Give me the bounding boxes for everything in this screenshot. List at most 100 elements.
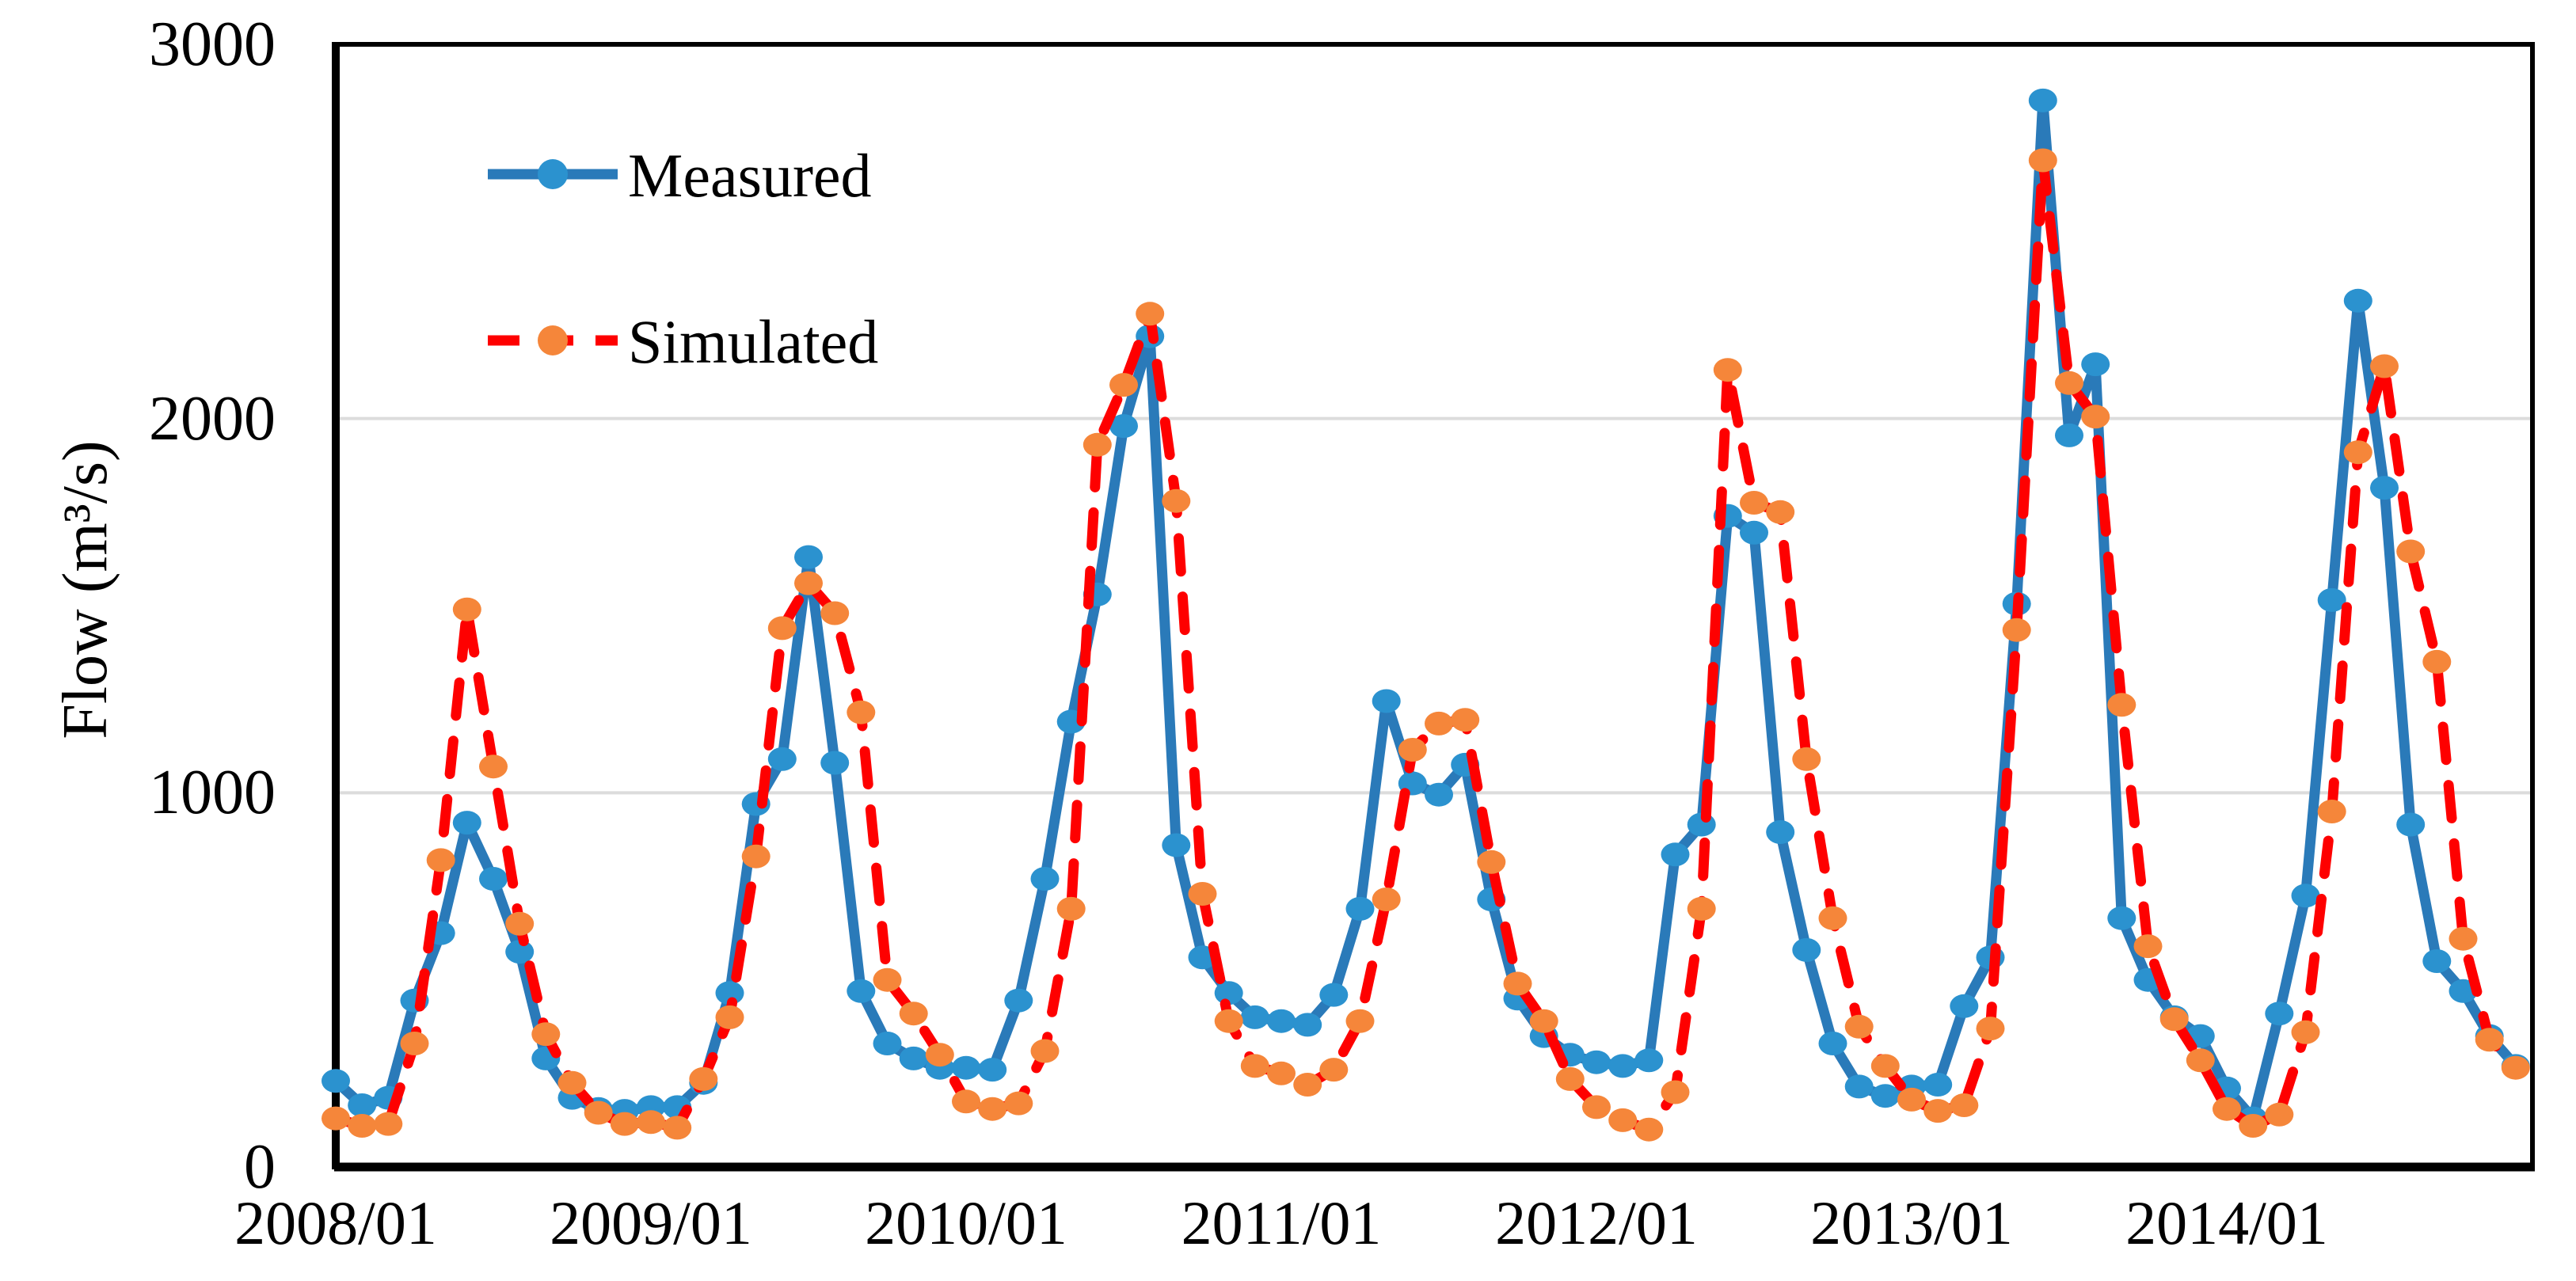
y-tick-label: 0 xyxy=(244,1132,276,1202)
simulated-marker xyxy=(1844,1014,1874,1039)
simulated-marker xyxy=(952,1089,980,1114)
measured-marker xyxy=(1345,896,1375,921)
measured-marker xyxy=(2343,288,2372,313)
simulated-marker xyxy=(1608,1108,1638,1132)
simulated-marker xyxy=(374,1112,403,1136)
simulated-marker xyxy=(610,1112,639,1136)
measured-marker xyxy=(1950,994,1979,1018)
simulated-marker xyxy=(1109,373,1138,397)
measured-marker xyxy=(1870,1084,1900,1108)
simulated-marker xyxy=(1529,1009,1558,1033)
simulated-marker xyxy=(584,1100,613,1125)
simulated-marker xyxy=(2265,1102,2294,1127)
simulated-marker xyxy=(2239,1114,2268,1138)
simulated-marker xyxy=(1293,1073,1322,1097)
measured-marker xyxy=(2370,476,2399,500)
measured-marker xyxy=(2422,949,2452,973)
simulated-marker xyxy=(1634,1117,1664,1142)
measured-marker xyxy=(2081,352,2110,377)
simulated-marker xyxy=(2213,1097,2241,1121)
y-tick-label: 1000 xyxy=(149,758,276,827)
simulated-line xyxy=(330,155,2521,1135)
measured-marker xyxy=(873,1032,902,1055)
simulated-marker xyxy=(1582,1095,1611,1119)
simulated-marker xyxy=(1766,500,1795,524)
measured-marker xyxy=(2028,88,2057,112)
measured-marker xyxy=(1844,1074,1874,1099)
simulated-marker xyxy=(663,1116,692,1140)
simulated-marker xyxy=(531,1022,561,1047)
simulated-marker xyxy=(1740,491,1768,515)
simulated-marker xyxy=(1870,1054,1900,1078)
measured-marker xyxy=(2055,423,2083,447)
simulated-marker xyxy=(1267,1061,1296,1085)
simulated-legend-marker xyxy=(538,325,568,355)
simulated-marker xyxy=(1976,1017,2005,1041)
measured-marker xyxy=(452,811,481,835)
simulated-marker xyxy=(2055,371,2083,395)
measured-marker xyxy=(1162,833,1191,857)
measured-marker xyxy=(2107,906,2137,930)
x-tick-label: 2012/01 xyxy=(1495,1188,1698,1257)
simulated-marker xyxy=(2186,1048,2215,1073)
simulated-marker xyxy=(794,571,823,595)
measured-marker xyxy=(1293,1013,1322,1037)
measured-line xyxy=(330,95,2521,1124)
simulated-marker xyxy=(1345,1009,1375,1033)
measured-marker xyxy=(1582,1050,1611,1074)
simulated-marker xyxy=(1477,850,1506,874)
simulated-marker xyxy=(2343,440,2372,465)
simulated-marker xyxy=(557,1070,587,1095)
simulated-marker xyxy=(1188,882,1217,906)
simulated-marker xyxy=(348,1114,377,1138)
simulated-marker xyxy=(1503,971,1532,996)
measured-marker xyxy=(1030,867,1060,891)
measured-marker xyxy=(1634,1048,1664,1073)
simulated-marker xyxy=(715,1005,744,1029)
simulated-marker xyxy=(1162,488,1191,513)
simulated-marker xyxy=(1792,747,1821,771)
simulated-marker xyxy=(2159,1007,2189,1032)
simulated-marker xyxy=(2081,405,2110,429)
measured-marker xyxy=(2291,884,2320,908)
measured-marker xyxy=(348,1093,377,1117)
simulated-marker xyxy=(767,616,797,640)
simulated-marker xyxy=(2501,1055,2530,1080)
measured-marker xyxy=(1425,782,1453,807)
simulated-marker xyxy=(1451,708,1480,732)
simulated-marker xyxy=(925,1043,954,1067)
x-tick-label: 2011/01 xyxy=(1181,1188,1382,1257)
measured-marker xyxy=(1661,842,1690,867)
simulated-marker xyxy=(2422,649,2452,674)
measured-marker xyxy=(505,940,535,964)
simulated-marker xyxy=(1661,1080,1690,1104)
simulated-marker xyxy=(873,967,902,992)
measured-marker xyxy=(1923,1073,1953,1097)
simulated-marker xyxy=(1923,1099,1953,1123)
y-tick-label: 2000 xyxy=(149,384,276,454)
simulated-marker xyxy=(1319,1058,1349,1082)
simulated-marker xyxy=(847,700,876,724)
simulated-marker xyxy=(637,1110,665,1135)
x-tick-label: 2013/01 xyxy=(1810,1188,2013,1257)
measured-marker xyxy=(715,981,744,1005)
measured-marker xyxy=(2265,1002,2294,1026)
simulated-marker xyxy=(1136,302,1165,326)
simulated-marker xyxy=(1398,738,1427,762)
measured-marker xyxy=(820,751,850,775)
measured-marker xyxy=(952,1055,980,1080)
simulated-marker xyxy=(479,755,508,779)
simulated-marker xyxy=(899,1002,928,1026)
measured-marker xyxy=(978,1058,1007,1082)
measured-marker xyxy=(1240,1005,1269,1029)
x-tick-label: 2014/01 xyxy=(2125,1188,2328,1257)
plot-border xyxy=(333,42,2535,1169)
y-axis-title: Flow (m³/s) xyxy=(51,440,120,739)
simulated-marker xyxy=(2002,618,2031,642)
measured-marker xyxy=(1319,983,1349,1007)
measured-marker xyxy=(479,867,508,891)
simulated-marker xyxy=(400,1032,429,1055)
measured-marker xyxy=(322,1069,350,1093)
measured-marker xyxy=(1740,520,1768,545)
measured-legend-marker xyxy=(538,159,568,189)
